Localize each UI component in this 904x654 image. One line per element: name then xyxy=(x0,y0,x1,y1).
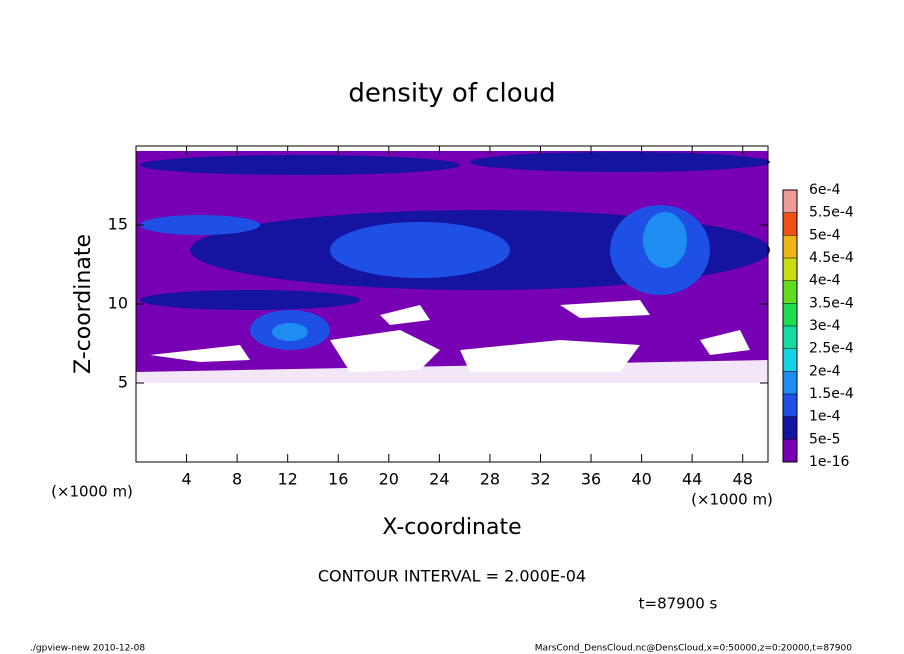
x-tick-label: 32 xyxy=(530,470,550,489)
colorbar-label: 4.5e-4 xyxy=(809,250,854,266)
x-tick-label: 28 xyxy=(480,470,500,489)
x-tick-label: 44 xyxy=(682,470,702,489)
contour-field xyxy=(136,146,770,462)
colorbar-label: 5e-5 xyxy=(809,431,840,447)
x-tick-label: 4 xyxy=(181,470,191,489)
colorbar-label: 5e-4 xyxy=(809,227,841,243)
chart-title: density of cloud xyxy=(348,79,555,109)
colorbar-label: 6e-4 xyxy=(809,182,841,198)
x-units-left: (×1000 m) xyxy=(51,483,133,501)
colorbar-bin xyxy=(783,371,797,394)
colorbar-label: 3e-4 xyxy=(809,318,841,334)
x-tick-label: 20 xyxy=(379,470,399,489)
x-tick-label: 12 xyxy=(278,470,298,489)
x-tick-label: 48 xyxy=(733,470,753,489)
footer-right: MarsCond_DensCloud.nc@DensCloud,x=0:5000… xyxy=(535,644,852,654)
colorbar-label: 2e-4 xyxy=(809,363,841,379)
colorbar-label: 2.5e-4 xyxy=(809,341,854,357)
x-tick-label: 24 xyxy=(429,470,449,489)
colorbar-bin xyxy=(783,439,797,462)
colorbar-label: 1e-4 xyxy=(809,409,841,425)
y-tick-label: 15 xyxy=(108,215,128,234)
time-label: t=87900 s xyxy=(639,595,718,613)
colorbar-bin xyxy=(783,326,797,349)
colorbar-bin xyxy=(783,280,797,304)
y-axis-label: Z-coordinate xyxy=(71,234,96,374)
x-tick-label: 36 xyxy=(581,470,601,489)
colorbar-label: 4e-4 xyxy=(809,273,841,289)
y-tick-label: 5 xyxy=(118,373,128,392)
colorbar-bin xyxy=(783,348,797,372)
x-tick-label: 16 xyxy=(328,470,348,489)
colorbar-bin xyxy=(783,303,797,326)
colorbar-bin xyxy=(783,212,797,236)
contour-interval: CONTOUR INTERVAL = 2.000E-04 xyxy=(318,567,586,586)
colorbar-label: 1e-16 xyxy=(809,454,849,470)
x-units-right: (×1000 m) xyxy=(691,491,773,509)
colorbar-label: 1.5e-4 xyxy=(809,386,854,402)
colorbar-bin xyxy=(783,190,797,213)
x-axis-label: X-coordinate xyxy=(382,515,521,540)
colorbar-bin xyxy=(783,258,797,281)
footer-left: ./gpview-new 2010-12-08 xyxy=(30,644,145,654)
colorbar-bin xyxy=(783,394,797,417)
y-tick-label: 10 xyxy=(108,294,128,313)
colorbar-label: 3.5e-4 xyxy=(809,295,854,311)
colorbar-bin xyxy=(783,235,797,258)
x-tick-label: 40 xyxy=(631,470,651,489)
colorbar-label: 5.5e-4 xyxy=(809,205,854,221)
colorbar-bin xyxy=(783,416,797,440)
x-tick-label: 8 xyxy=(232,470,242,489)
